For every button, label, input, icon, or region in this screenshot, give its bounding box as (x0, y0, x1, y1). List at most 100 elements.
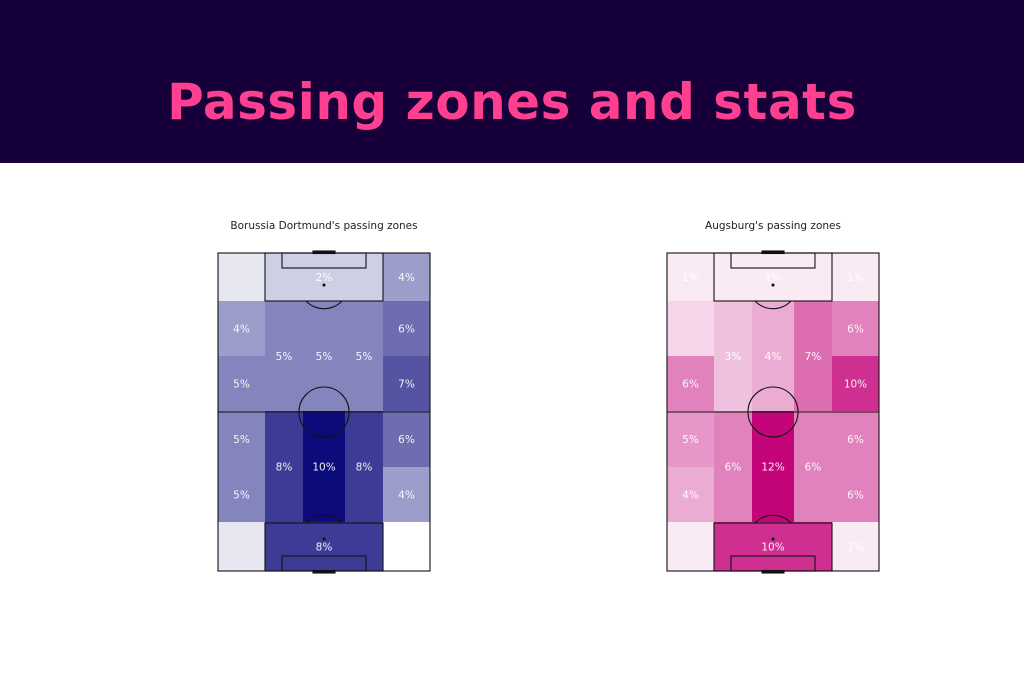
dortmund-bottom-goal (312, 569, 336, 574)
dortmund-zone-left-4 (218, 411, 266, 467)
dortmund-zone-left-1 (218, 253, 266, 301)
augsburg-zone-label: 6% (847, 434, 864, 446)
dortmund-zone-left-3 (218, 356, 266, 411)
dortmund-center-circle (298, 386, 350, 438)
dortmund-zone-center-1 (265, 253, 383, 301)
augsburg-bottom-penalty-spot (771, 537, 775, 541)
augsburg-zone-label: 1% (765, 272, 782, 284)
dortmund-zone-label: 6% (398, 324, 415, 336)
augsburg-zone-center-1 (714, 253, 832, 301)
dortmund-zone-center-6 (265, 522, 383, 571)
augsburg-pitch-lines (666, 250, 880, 574)
dortmund-zone-label: 0% (398, 542, 415, 554)
dortmund-zone-label: 5% (316, 351, 333, 363)
augsburg-zone-center-6 (714, 522, 832, 571)
augsburg-pitch: 1% 1% 1% 6% 3% 4% 7% 6% 10% 5% 4% 6% 12% 6% 6% 6% 10% 1% (667, 253, 879, 571)
dortmund-zone-right-2 (382, 301, 430, 356)
augsburg-zone-label: 6% (682, 379, 699, 391)
augsburg-zone-label: 1% (847, 272, 864, 284)
augsburg-zone-label: 12% (761, 462, 784, 474)
dortmund-bottom-penalty-arc (305, 514, 343, 524)
augsburg-zone-left-4 (667, 411, 715, 467)
dortmund-zone-label: 4% (233, 324, 250, 336)
dortmund-zone-label: 6% (398, 434, 415, 446)
augsburg-zone-middle-2to3 (751, 301, 795, 411)
header-banner: Passing zones and stats (0, 0, 1024, 163)
dortmund-zone-right-6 (382, 522, 430, 571)
augsburg-bottom-goal (761, 569, 785, 574)
augsburg-zone-label: 7% (805, 351, 822, 363)
augsburg-zone-half-right-2to3 (794, 301, 832, 411)
dortmund-zone-label: 8% (276, 462, 293, 474)
augsburg-zone-label: 6% (847, 490, 864, 502)
augsburg-zone-left-1 (667, 253, 715, 301)
augsburg-zone-right-2 (831, 301, 879, 356)
augsburg-zone-label: 1% (682, 272, 699, 284)
augsburg-zone-half-left-2to3 (714, 301, 752, 411)
dortmund-zone-label: 10% (312, 462, 335, 474)
augsburg-zone-left-5 (667, 467, 715, 522)
dortmund-zone-label: 7% (398, 379, 415, 391)
augsburg-top-goal (761, 250, 785, 255)
dortmund-zone-label: 5% (233, 434, 250, 446)
dortmund-zone-label: 5% (233, 490, 250, 502)
dortmund-zone-right-4 (382, 411, 430, 467)
dortmund-zone-label: 5% (233, 379, 250, 391)
dortmund-zone-right-3 (382, 356, 430, 411)
dortmund-zone-label: 5% (356, 351, 373, 363)
augsburg-zone-middle-4to5 (751, 411, 795, 522)
augsburg-chart-title: Augsburg's passing zones (705, 220, 841, 232)
page-title: Passing zones and stats (167, 73, 857, 131)
augsburg-zone-label: 3% (725, 351, 742, 363)
augsburg-zone-right-6 (831, 522, 879, 571)
dortmund-zone-right-5 (382, 467, 430, 522)
augsburg-zone-label: 10% (761, 542, 784, 554)
dortmund-zone-half-left-2to3 (265, 301, 303, 411)
augsburg-center-circle (747, 386, 799, 438)
dortmund-top-goal (312, 250, 336, 255)
dortmund-top-penalty-spot (322, 283, 326, 287)
dortmund-zone-label: 2% (316, 272, 333, 284)
dortmund-zone-label: 8% (356, 462, 373, 474)
dortmund-zone-left-5 (218, 467, 266, 522)
dortmund-top-penalty-arc (305, 300, 343, 310)
dortmund-zone-middle-4to5 (302, 411, 346, 522)
dortmund-zone-label: 4% (398, 490, 415, 502)
dortmund-zone-label: 4% (398, 272, 415, 284)
augsburg-zone-label: 5% (682, 434, 699, 446)
dortmund-zone-middle-2to3 (302, 301, 346, 411)
augsburg-zone-label: 4% (682, 490, 699, 502)
dortmund-chart-title: Borussia Dortmund's passing zones (230, 220, 418, 232)
dortmund-zone-half-left-4to5 (265, 411, 303, 522)
dortmund-zone-left-6 (218, 522, 266, 571)
augsburg-zone-label: 4% (765, 351, 782, 363)
augsburg-top-penalty-spot (771, 283, 775, 287)
augsburg-zone-left-6 (667, 522, 715, 571)
augsburg-zone-label: 6% (805, 462, 822, 474)
dortmund-pitch: 2% 4% 4% 5% 5% 5% 5% 6% 7% 5% 5% 8% 10% 8% 6% 4% 8% 0% (218, 253, 430, 571)
dortmund-pitch-lines (217, 250, 431, 574)
augsburg-zone-right-3 (831, 356, 879, 411)
augsburg-zone-label: 6% (847, 324, 864, 336)
dortmund-zone-half-right-2to3 (345, 301, 383, 411)
dortmund-zone-label: 5% (276, 351, 293, 363)
augsburg-zone-left-3 (667, 356, 715, 411)
augsburg-zone-right-4 (831, 411, 879, 467)
augsburg-zone-half-left-4to5 (714, 411, 752, 522)
augsburg-zone-label: 1% (847, 542, 864, 554)
augsburg-zone-right-5 (831, 467, 879, 522)
dortmund-bottom-penalty-spot (322, 537, 326, 541)
augsburg-zone-right-1 (831, 253, 879, 301)
augsburg-zone-label: 10% (844, 379, 867, 391)
augsburg-zone-half-right-4to5 (794, 411, 832, 522)
augsburg-top-penalty-arc (754, 300, 792, 310)
dortmund-zone-left-2 (218, 301, 266, 356)
dortmund-zone-label: 8% (316, 542, 333, 554)
augsburg-bottom-penalty-arc (754, 514, 792, 524)
dortmund-zone-right-1 (382, 253, 430, 301)
augsburg-zone-label: 6% (725, 462, 742, 474)
dortmund-zone-half-right-4to5 (345, 411, 383, 522)
augsburg-zone-left-2 (667, 301, 715, 356)
